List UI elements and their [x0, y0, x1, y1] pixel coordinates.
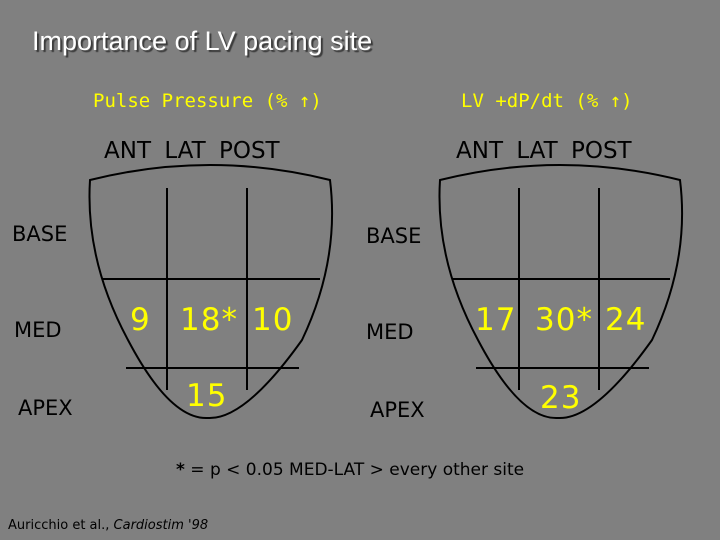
pulse-pressure-apex-value: 15 — [186, 378, 228, 414]
significance-footnote: * = p < 0.05 MED-LAT > every other site — [176, 460, 524, 480]
pulse-pressure-ventricle-outline — [88, 164, 334, 420]
lv-dpdt-heading-text: LV +dP/dt (% — [461, 90, 610, 112]
column-label-lat: LAT — [164, 138, 206, 164]
up-arrow-icon: ↑ — [298, 90, 311, 112]
lv-dpdt-med-ant-value: 17 — [475, 302, 517, 338]
footnote-text: = p < 0.05 MED-LAT > every other site — [184, 460, 525, 480]
citation-journal: Cardiostim '98 — [113, 518, 209, 533]
pulse-pressure-heading-close: ) — [310, 90, 322, 112]
pulse-pressure-med-lat-value: 18* — [180, 302, 238, 338]
up-arrow-icon: ↑ — [609, 90, 622, 112]
column-label-post: POST — [570, 138, 632, 164]
pulse-pressure-med-ant-value: 9 — [130, 302, 151, 338]
column-label-lat: LAT — [516, 138, 558, 164]
lv-dpdt-row-base: BASE — [366, 224, 422, 248]
pulse-pressure-med-post-value: 10 — [252, 302, 294, 338]
citation: Auricchio et al., Cardiostim '98 — [8, 518, 208, 533]
lv-dpdt-heading: LV +dP/dt (% ↑) — [461, 90, 633, 112]
lv-dpdt-med-lat-value: 30* — [535, 302, 593, 338]
column-label-ant: ANT — [104, 138, 151, 164]
pulse-pressure-heading-text: Pulse Pressure (% — [93, 90, 299, 112]
slide-title: Importance of LV pacing site — [32, 26, 373, 56]
footnote-star: * — [176, 460, 185, 480]
lv-dpdt-column-labels: ANT LAT POST — [456, 138, 632, 164]
pulse-pressure-row-apex: APEX — [18, 396, 73, 420]
pulse-pressure-row-med: MED — [14, 318, 62, 342]
pulse-pressure-heading: Pulse Pressure (% ↑) — [93, 90, 322, 112]
lv-dpdt-med-post-value: 24 — [605, 302, 647, 338]
column-label-post: POST — [218, 138, 280, 164]
column-label-ant: ANT — [456, 138, 503, 164]
pulse-pressure-column-labels: ANT LAT POST — [104, 138, 280, 164]
citation-authors: Auricchio et al., — [8, 518, 114, 533]
lv-dpdt-apex-value: 23 — [540, 380, 582, 416]
lv-dpdt-heading-close: ) — [621, 90, 633, 112]
lv-dpdt-row-apex: APEX — [370, 398, 425, 422]
pulse-pressure-row-base: BASE — [12, 222, 68, 246]
lv-dpdt-row-med: MED — [366, 320, 414, 344]
lv-dpdt-ventricle-outline — [438, 164, 684, 420]
